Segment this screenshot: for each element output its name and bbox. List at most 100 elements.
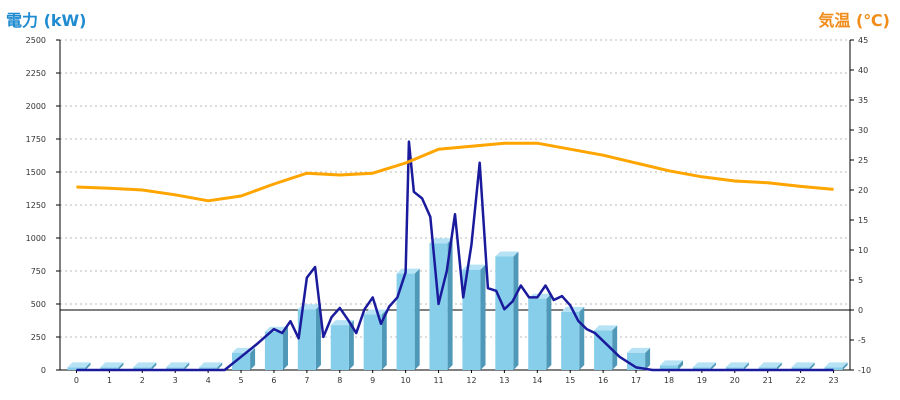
y-tick-label-right: 0	[858, 306, 863, 315]
x-tick-label: 2	[140, 376, 145, 385]
y-tick-label-right: 15	[858, 216, 868, 225]
bar	[725, 367, 744, 370]
power-line	[76, 140, 834, 372]
bar	[264, 331, 284, 370]
bar	[561, 311, 580, 370]
y-tick-label-right: 45	[858, 36, 868, 45]
y-tick-label-left: 0	[41, 366, 46, 375]
bar-side	[546, 293, 552, 370]
bar-side	[447, 238, 453, 370]
bar	[462, 269, 481, 370]
bar-side	[743, 362, 749, 370]
bar-side	[315, 304, 321, 370]
x-tick-label: 19	[697, 376, 707, 385]
x-tick-label: 7	[304, 376, 309, 385]
x-tick-label: 16	[598, 376, 608, 385]
y-tick-label-right: 20	[858, 186, 868, 195]
bar-top	[594, 325, 618, 331]
bar	[594, 330, 613, 370]
bar-side	[85, 362, 91, 370]
x-tick-label: 1	[107, 376, 112, 385]
bar-side	[678, 360, 684, 370]
bar	[297, 309, 316, 370]
x-tick-label: 5	[238, 376, 243, 385]
bar-top	[824, 362, 848, 368]
bar	[330, 325, 349, 370]
bar-top	[626, 347, 651, 353]
bar-top	[133, 362, 157, 368]
bar-side	[809, 362, 815, 370]
y-tick-label-left: 2000	[26, 102, 46, 111]
bar	[100, 367, 119, 370]
x-tick-label: 3	[173, 376, 178, 385]
x-tick-label: 11	[433, 376, 443, 385]
x-tick-label: 8	[337, 376, 342, 385]
x-tick-label: 23	[828, 376, 838, 385]
y-tick-label-right: -10	[858, 366, 871, 375]
bar-side	[414, 268, 420, 370]
y-axis-right-title: 気温 (℃)	[818, 11, 890, 30]
x-tick-label: 9	[370, 376, 375, 385]
bar-top	[199, 362, 223, 368]
bar	[133, 367, 152, 370]
y-tick-label-right: 5	[858, 276, 863, 285]
bar	[166, 367, 185, 370]
bar-top	[429, 238, 453, 244]
x-tick-label: 13	[499, 376, 509, 385]
bar-top	[166, 362, 190, 368]
y-tick-label-left: 1500	[26, 168, 46, 177]
bar-side	[645, 347, 651, 370]
bar-top	[67, 362, 91, 368]
bar-top	[396, 268, 420, 274]
x-tick-label: 10	[401, 376, 411, 385]
x-tick-label: 6	[271, 376, 276, 385]
bar-side	[381, 309, 387, 370]
x-tick-label: 14	[532, 376, 542, 385]
bar	[791, 367, 810, 370]
bar-top	[100, 362, 124, 368]
bar	[67, 367, 86, 370]
bar-side	[348, 320, 354, 370]
bar-side	[513, 251, 519, 370]
bar-top	[495, 251, 519, 257]
x-tick-label: 21	[763, 376, 773, 385]
bar-side	[184, 362, 190, 370]
y-tick-label-left: 1250	[26, 201, 46, 210]
bar	[363, 314, 382, 370]
bar-top	[692, 362, 716, 368]
bar	[429, 243, 448, 370]
y-axis-left-title: 電力 (kW)	[6, 11, 87, 30]
bar-side	[579, 306, 585, 370]
bar-side	[250, 347, 256, 370]
x-tick-label: 12	[466, 376, 476, 385]
y-tick-label-left: 750	[31, 267, 46, 276]
bar-side	[842, 362, 848, 370]
x-tick-label: 15	[565, 376, 575, 385]
bar-side	[480, 264, 486, 370]
bar	[692, 367, 711, 370]
bar-top	[363, 309, 387, 315]
y-tick-label-right: 30	[858, 126, 868, 135]
y-tick-label-right: -5	[858, 336, 866, 345]
y-tick-label-left: 1000	[26, 234, 46, 243]
x-tick-label: 18	[664, 376, 674, 385]
bar	[824, 367, 843, 370]
bar	[528, 298, 547, 370]
bar-side	[118, 362, 124, 370]
temperature-line	[76, 141, 834, 203]
bar	[199, 367, 218, 370]
bar-side	[612, 325, 618, 370]
x-tick-label: 17	[631, 376, 641, 385]
y-tick-label-right: 40	[858, 66, 868, 75]
bar-top	[659, 360, 684, 366]
bar	[758, 367, 777, 370]
bar-side	[151, 362, 157, 370]
y-tick-label-left: 2250	[26, 69, 46, 78]
y-tick-label-right: 35	[858, 96, 868, 105]
bar-side	[710, 362, 716, 370]
x-tick-label: 4	[206, 376, 211, 385]
y-tick-label-left: 250	[31, 333, 46, 342]
x-tick-label: 0	[74, 376, 79, 385]
bar-top	[758, 362, 782, 368]
